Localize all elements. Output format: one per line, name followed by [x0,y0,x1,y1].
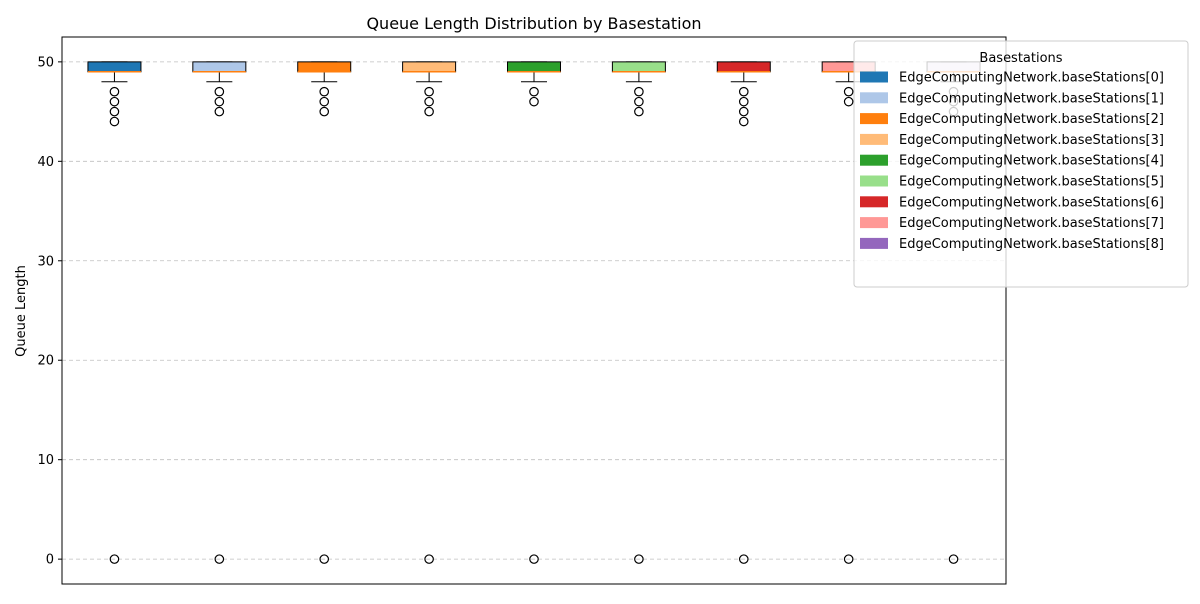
outlier-point [319,554,330,564]
y-axis-label: Queue Length [14,265,29,357]
legend-label: EdgeComputingNetwork.baseStations[8] [899,237,1164,252]
outlier-point [634,96,644,107]
outlier-point [843,96,854,107]
outlier-point [214,86,225,97]
outlier-point [738,96,749,107]
box-group [507,61,561,564]
box-group [87,61,142,564]
outlier-point [319,106,330,117]
outlier-point [738,106,749,117]
outlier-point [424,96,434,107]
legend-label: EdgeComputingNetwork.baseStations[2] [899,112,1164,127]
legend-items: EdgeComputingNetwork.baseStations[0] Edge… [860,71,1164,252]
plot-frame [61,36,1007,585]
y-tick-label: 10 [37,453,54,468]
legend-label: EdgeComputingNetwork.baseStations[1] [899,91,1164,106]
outlier-point [424,86,434,97]
box [87,61,142,73]
legend-swatch [860,71,888,83]
legend-swatch [860,154,888,166]
legend-label: EdgeComputingNetwork.baseStations[5] [899,175,1164,190]
box-group [821,61,876,564]
outlier-point [634,106,644,117]
outlier-point [319,96,330,107]
outlier-point [109,554,120,564]
y-tick-label: 0 [46,553,54,568]
outlier-point [109,86,120,97]
box [507,61,561,73]
y-tick-label: 30 [37,254,54,269]
axes: 0 10 20 30 40 50 [37,36,1007,585]
box-group [192,61,247,564]
outlier-point [738,86,749,97]
legend-swatch [860,175,888,187]
outlier-point [319,86,330,97]
outlier-point [634,86,644,97]
outlier-point [738,116,749,127]
chart-title: Queue Length Distribution by Basestation [366,14,701,33]
y-tick-label: 20 [37,354,54,369]
legend-label: EdgeComputingNetwork.baseStations[4] [899,154,1164,169]
legend-label: EdgeComputingNetwork.baseStations[6] [899,195,1164,210]
outlier-point [424,106,434,117]
box [192,61,247,73]
box-group [297,61,352,564]
legend-swatch [860,196,888,208]
outlier-point [109,96,120,107]
outlier-point [529,96,539,107]
legend-swatch [860,217,888,229]
legend-swatch [860,113,888,125]
legend-label: EdgeComputingNetwork.baseStations[7] [899,216,1164,231]
outlier-point [214,106,225,117]
box [716,61,771,73]
outlier-point [214,554,225,564]
box [611,61,666,73]
legend-frame [853,40,1189,288]
box-group [716,61,771,564]
outlier-point [948,554,959,564]
box-group [402,61,457,564]
outlier-point [529,554,539,564]
legend: Basestations EdgeComputingNetwork.baseSt… [853,40,1189,288]
y-tick-label: 50 [37,55,54,70]
outlier-point [424,554,434,564]
outlier-point [738,554,749,564]
outlier-point [843,86,854,97]
y-tick-label: 40 [37,155,54,170]
legend-swatch [860,92,888,104]
outlier-point [109,106,120,117]
outlier-point [843,554,854,564]
box [402,61,457,73]
outlier-point [634,554,644,564]
boxes [87,61,981,564]
legend-title: Basestations [979,51,1062,66]
outlier-point [109,116,120,127]
outlier-point [214,96,225,107]
legend-label: EdgeComputingNetwork.baseStations[3] [899,133,1164,148]
box [297,61,352,73]
box-group [611,61,666,564]
outlier-point [529,86,539,97]
legend-label: EdgeComputingNetwork.baseStations[0] [899,71,1164,86]
legend-swatch [860,237,888,249]
legend-swatch [860,133,888,145]
